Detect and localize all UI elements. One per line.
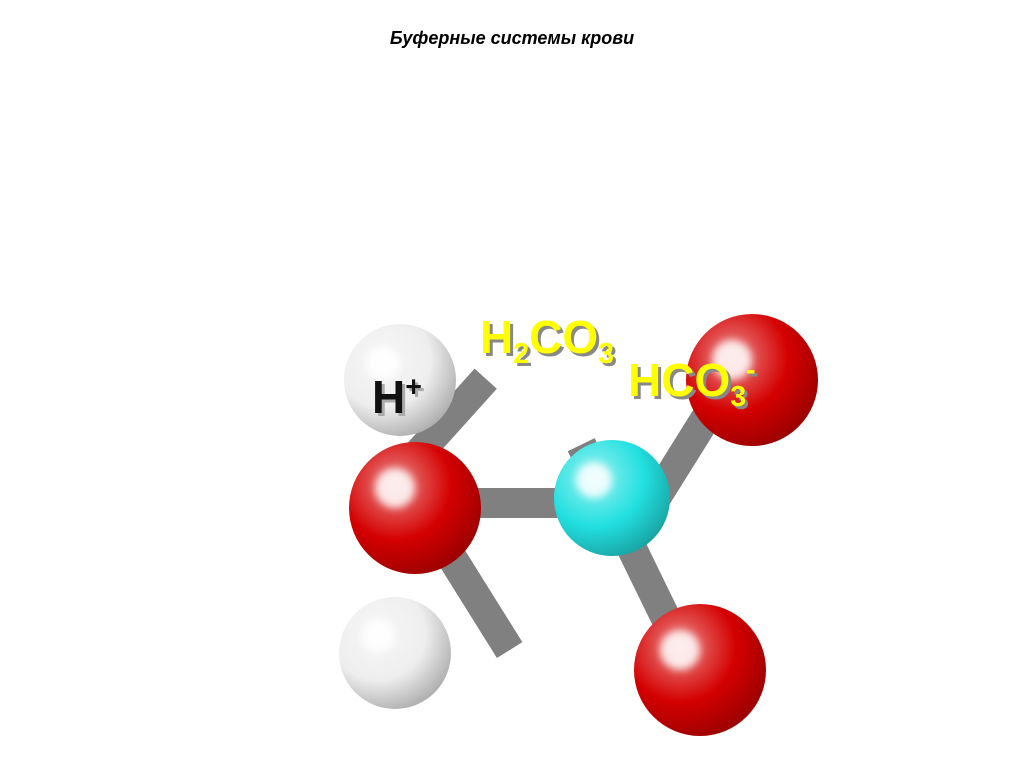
page-title: Буферные системы крови (0, 28, 1024, 49)
atom (634, 604, 766, 736)
atom (339, 597, 451, 709)
atom (349, 442, 481, 574)
formula-label: H+ (372, 370, 422, 424)
atom (554, 440, 670, 556)
formula-label: HCO3- (628, 353, 756, 414)
formula-label: H2CO3 (480, 310, 614, 371)
